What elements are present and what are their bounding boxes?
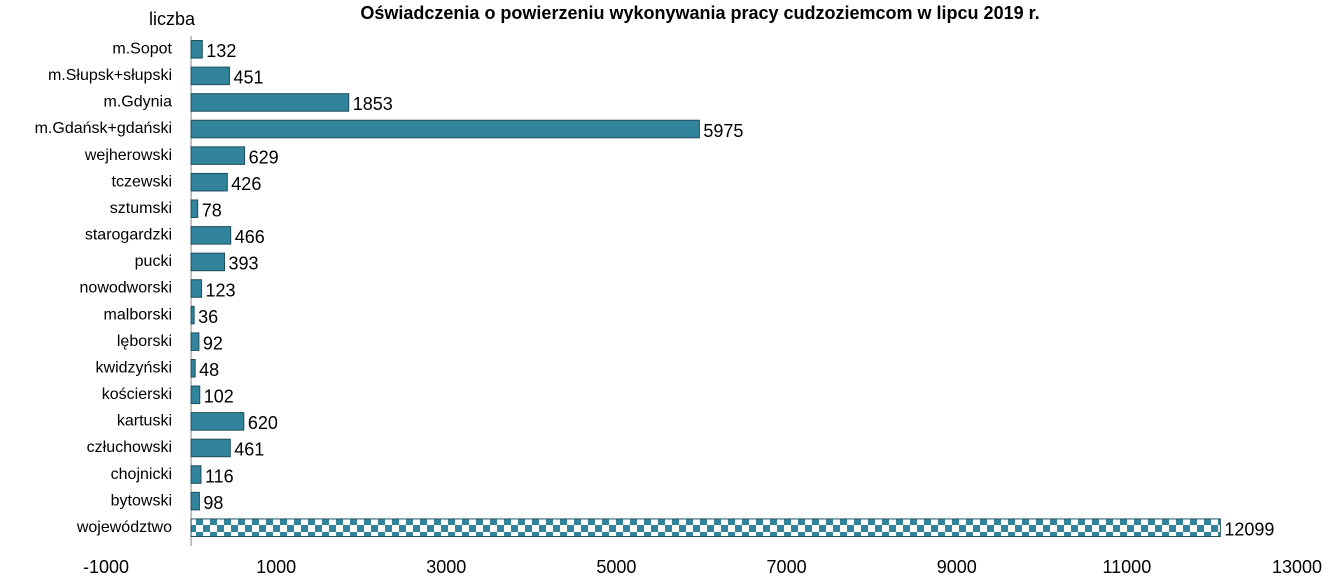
value-label: 461 [234, 440, 264, 460]
y-tick-label: człuchowski [87, 439, 172, 456]
bar [190, 412, 245, 431]
value-label: 451 [233, 68, 263, 88]
bar [190, 279, 203, 298]
y-tick-label: wejherowski [84, 147, 172, 164]
value-label: 1853 [353, 94, 393, 114]
y-tick-label: kartuski [117, 413, 172, 430]
bar [190, 385, 201, 405]
bar [190, 252, 226, 272]
value-label: 466 [235, 227, 265, 247]
y-tick-label: m.Gdańsk+gdański [35, 120, 172, 137]
x-tick-label: 1000 [256, 557, 296, 577]
y-axis-label: liczba [149, 9, 196, 29]
x-tick-label: 9000 [937, 557, 977, 577]
bar [190, 146, 246, 165]
value-label: 123 [206, 280, 236, 300]
bar [190, 119, 700, 139]
y-tick-label: lęborski [117, 333, 172, 350]
y-tick-label: kościerski [102, 386, 172, 403]
value-label: 36 [198, 307, 218, 327]
value-label: 102 [204, 387, 234, 407]
bar [190, 438, 231, 458]
x-tick-label: 3000 [426, 557, 466, 577]
bar [190, 226, 232, 245]
bar [190, 305, 195, 325]
x-tick-label: -1000 [83, 557, 129, 577]
value-label: 620 [248, 413, 278, 433]
value-label: 426 [231, 174, 261, 194]
value-label: 92 [203, 333, 223, 353]
value-label: 78 [202, 201, 222, 221]
value-label: 12099 [1224, 519, 1274, 539]
value-label: 132 [206, 41, 236, 61]
bar [190, 518, 1221, 537]
y-tick-label: bytowski [111, 492, 172, 509]
value-label: 48 [199, 360, 219, 380]
y-tick-label: m.Słupsk+słupski [48, 67, 172, 84]
x-tick-label: 13000 [1272, 557, 1322, 577]
y-tick-label: sztumski [110, 200, 172, 217]
bar [190, 465, 202, 484]
y-tick-label: malborski [104, 306, 172, 323]
x-tick-label: 11000 [1102, 557, 1151, 577]
y-tick-label: pucki [135, 253, 172, 270]
y-tick-label: m.Sopot [112, 41, 172, 58]
y-tick-label: starogardzki [85, 227, 172, 244]
x-tick-label: 5000 [596, 557, 636, 577]
value-label: 116 [205, 466, 234, 486]
value-label: 5975 [703, 121, 743, 141]
y-tick-label: nowodworski [80, 280, 172, 297]
x-tick-label: 7000 [767, 557, 807, 577]
bar [190, 358, 196, 378]
y-tick-label: tczewski [112, 173, 172, 190]
y-tick-label: województwo [76, 519, 172, 536]
value-label: 629 [249, 147, 279, 167]
y-tick-label: m.Gdynia [104, 94, 173, 111]
y-tick-label: chojnicki [111, 466, 172, 483]
chart-title: Oświadczenia o powierzeniu wykonywania p… [360, 3, 1039, 23]
value-label: 98 [203, 493, 223, 513]
bar [190, 66, 230, 86]
bar [190, 332, 200, 351]
bar [190, 491, 200, 511]
y-tick-label: kwidzyński [96, 359, 172, 376]
bar [190, 93, 350, 112]
bar [190, 199, 199, 219]
bar [190, 172, 228, 192]
value-label: 393 [229, 254, 259, 274]
bar [190, 40, 203, 59]
